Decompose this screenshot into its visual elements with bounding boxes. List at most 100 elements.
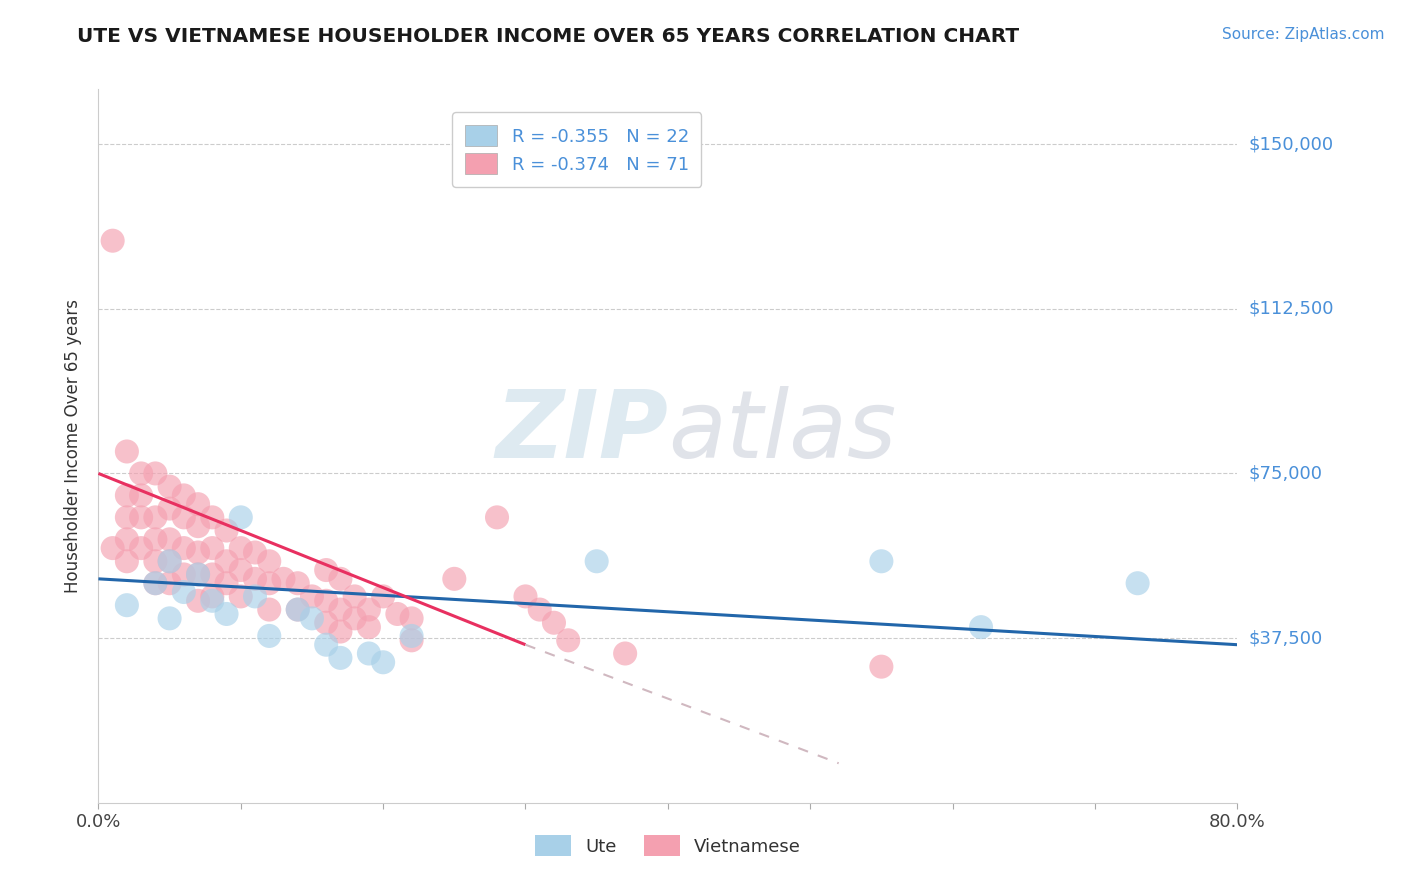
Point [585,554,607,568]
Point [970,620,993,634]
Point [287,576,309,591]
Point [187,567,209,582]
Point [357,602,380,616]
Text: $37,500: $37,500 [1249,629,1323,647]
Point [159,501,181,516]
Point [173,585,195,599]
Point [401,611,423,625]
Text: atlas: atlas [668,386,896,477]
Point [401,633,423,648]
Text: $112,500: $112,500 [1249,300,1334,318]
Point [229,563,252,577]
Point [159,554,181,568]
Point [101,541,124,555]
Point [115,554,138,568]
Point [159,533,181,547]
Point [259,602,281,616]
Point [443,572,465,586]
Point [145,467,167,481]
Point [201,590,224,604]
Text: UTE VS VIETNAMESE HOUSEHOLDER INCOME OVER 65 YEARS CORRELATION CHART: UTE VS VIETNAMESE HOUSEHOLDER INCOME OVE… [77,27,1019,45]
Point [229,541,252,555]
Text: Source: ZipAtlas.com: Source: ZipAtlas.com [1222,27,1385,42]
Point [129,541,152,555]
Point [614,647,637,661]
Point [287,602,309,616]
Point [159,554,181,568]
Point [1126,576,1149,591]
Point [129,467,152,481]
Point [145,510,167,524]
Legend: Ute, Vietnamese: Ute, Vietnamese [526,826,810,865]
Point [173,488,195,502]
Point [101,234,124,248]
Text: $75,000: $75,000 [1249,465,1323,483]
Point [315,594,337,608]
Point [129,510,152,524]
Point [329,651,352,665]
Point [229,590,252,604]
Point [115,444,138,458]
Point [145,533,167,547]
Point [486,510,509,524]
Point [129,488,152,502]
Point [387,607,409,621]
Point [187,567,209,582]
Y-axis label: Householder Income Over 65 years: Householder Income Over 65 years [65,299,83,593]
Point [357,647,380,661]
Point [373,590,395,604]
Point [115,533,138,547]
Point [557,633,579,648]
Point [273,572,295,586]
Point [243,572,266,586]
Point [215,576,238,591]
Point [159,576,181,591]
Point [401,629,423,643]
Point [215,554,238,568]
Point [301,590,323,604]
Point [187,545,209,559]
Point [201,567,224,582]
Point [173,510,195,524]
Point [215,607,238,621]
Point [870,659,893,673]
Point [173,567,195,582]
Point [870,554,893,568]
Text: $150,000: $150,000 [1249,135,1333,153]
Point [329,624,352,639]
Point [145,576,167,591]
Point [287,602,309,616]
Point [115,488,138,502]
Point [159,611,181,625]
Point [373,655,395,669]
Point [201,541,224,555]
Point [259,629,281,643]
Point [115,510,138,524]
Text: ZIP: ZIP [495,385,668,478]
Point [145,554,167,568]
Point [201,594,224,608]
Point [215,524,238,538]
Point [329,602,352,616]
Point [229,510,252,524]
Point [329,572,352,586]
Point [343,590,366,604]
Point [187,519,209,533]
Point [315,563,337,577]
Point [259,576,281,591]
Point [315,638,337,652]
Point [529,602,551,616]
Point [243,590,266,604]
Point [301,611,323,625]
Point [315,615,337,630]
Point [357,620,380,634]
Point [543,615,565,630]
Point [201,510,224,524]
Point [243,545,266,559]
Point [187,594,209,608]
Point [115,598,138,612]
Point [343,611,366,625]
Point [187,497,209,511]
Point [145,576,167,591]
Point [259,554,281,568]
